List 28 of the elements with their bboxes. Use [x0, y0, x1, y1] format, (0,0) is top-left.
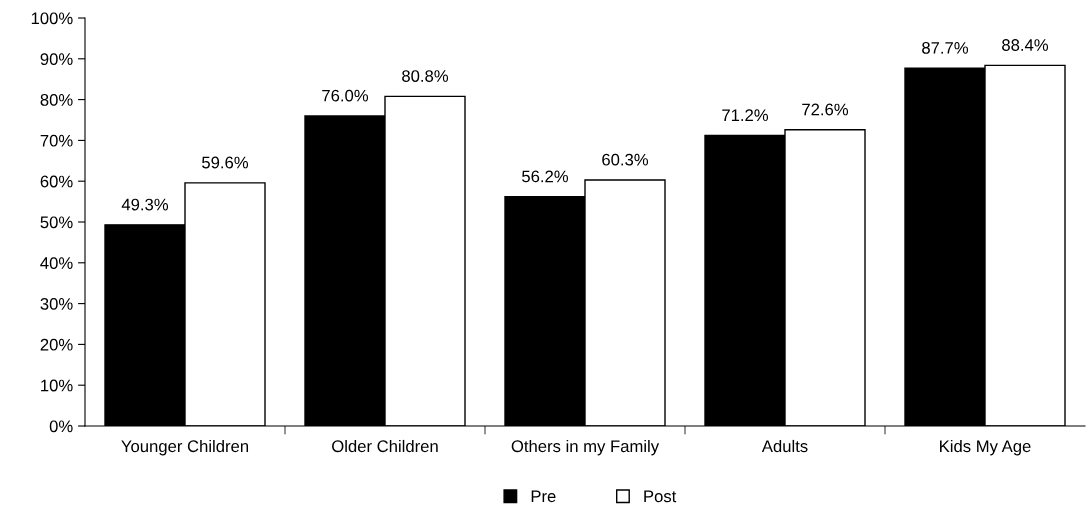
y-tick-label: 80% [40, 94, 73, 106]
data-label: 72.6% [802, 103, 849, 116]
data-label: 60.3% [602, 153, 649, 166]
x-tick-label: Others in my Family [511, 439, 660, 456]
data-label: 71.2% [722, 109, 769, 122]
data-label: 88.4% [1002, 39, 1049, 51]
x-tick-label: Older Children [332, 439, 438, 453]
x-tick-label: Kids My Age [940, 439, 1031, 456]
y-tick-label: 90% [40, 53, 73, 65]
x-tick-label: Younger Children [121, 439, 249, 456]
x-tick-label: Adults [761, 439, 808, 453]
y-tick-label: 20% [40, 338, 73, 351]
y-tick-label: 10% [41, 379, 73, 392]
data-label: 49.3% [121, 198, 169, 211]
y-tick-label: 60% [40, 175, 73, 188]
y-tick-label: 70% [40, 134, 73, 147]
y-tick-label: 0% [49, 420, 73, 433]
legend-label: Pre [531, 490, 556, 503]
y-tick-label: 40% [40, 257, 73, 269]
data-label: 76.0% [322, 89, 369, 102]
y-tick-label: 30% [40, 298, 73, 310]
y-tick-label: 100% [31, 12, 73, 25]
data-label: 56.2% [522, 170, 569, 183]
legend-label: Post [644, 490, 677, 503]
y-tick-label: 50% [40, 216, 73, 229]
data-label: 87.7% [922, 41, 969, 54]
data-label: 59.6% [202, 156, 249, 169]
data-label: 80.8% [402, 70, 449, 82]
